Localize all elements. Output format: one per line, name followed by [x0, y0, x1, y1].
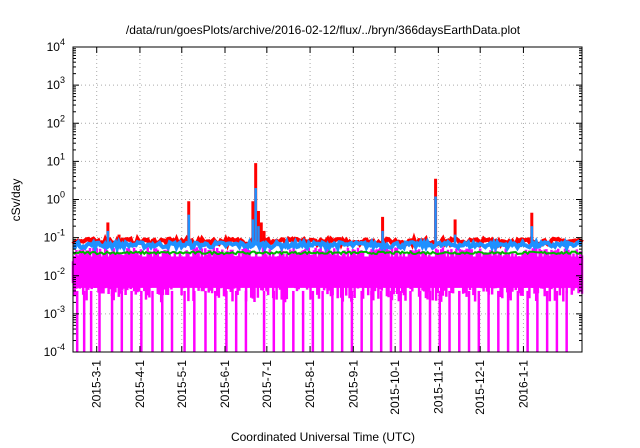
y-tick-label: 102 — [47, 113, 65, 130]
x-tick-label: 2015-7-1 — [260, 360, 274, 408]
x-tick-label: 2015-6-1 — [218, 360, 232, 408]
x-tick-label: 2015-10-1 — [388, 360, 402, 415]
x-tick-label: 2015-8-1 — [303, 360, 317, 408]
x-tick-label: 2015-11-1 — [431, 360, 445, 414]
chart-title: /data/run/goesPlots/archive/2016-02-12/f… — [126, 23, 521, 37]
x-tick-label: 2015-4-1 — [133, 360, 147, 408]
x-tick-label: 2015-5-1 — [175, 360, 189, 408]
y-tick-label: 100 — [47, 190, 65, 207]
plot-area — [71, 163, 584, 352]
series-line — [72, 250, 583, 256]
y-tick-label: 10-2 — [44, 266, 65, 283]
y-tick-label: 10-1 — [44, 228, 65, 245]
y-tick-label: 10-3 — [44, 304, 65, 321]
x-tick-label: 2015-12-1 — [473, 360, 487, 415]
y-axis-label: cSv/day — [9, 179, 23, 222]
x-axis: 2015-3-1 2015-4-1 2015-5-1 2015-6-1 2015-7-1… — [90, 47, 530, 415]
x-tick-label: 2016-1-1 — [516, 360, 530, 408]
magenta-series-fill — [73, 256, 582, 288]
grid — [73, 46, 582, 353]
x-axis-label: Coordinated Universal Time (UTC) — [231, 430, 415, 444]
y-tick-label: 10-4 — [44, 342, 65, 359]
y-tick-label: 103 — [47, 75, 65, 92]
x-tick-label: 2015-9-1 — [346, 360, 360, 408]
y-tick-label: 104 — [47, 37, 65, 54]
series-line — [72, 236, 583, 255]
x-tick-label: 2015-3-1 — [90, 360, 104, 408]
y-tick-label: 101 — [47, 151, 65, 168]
